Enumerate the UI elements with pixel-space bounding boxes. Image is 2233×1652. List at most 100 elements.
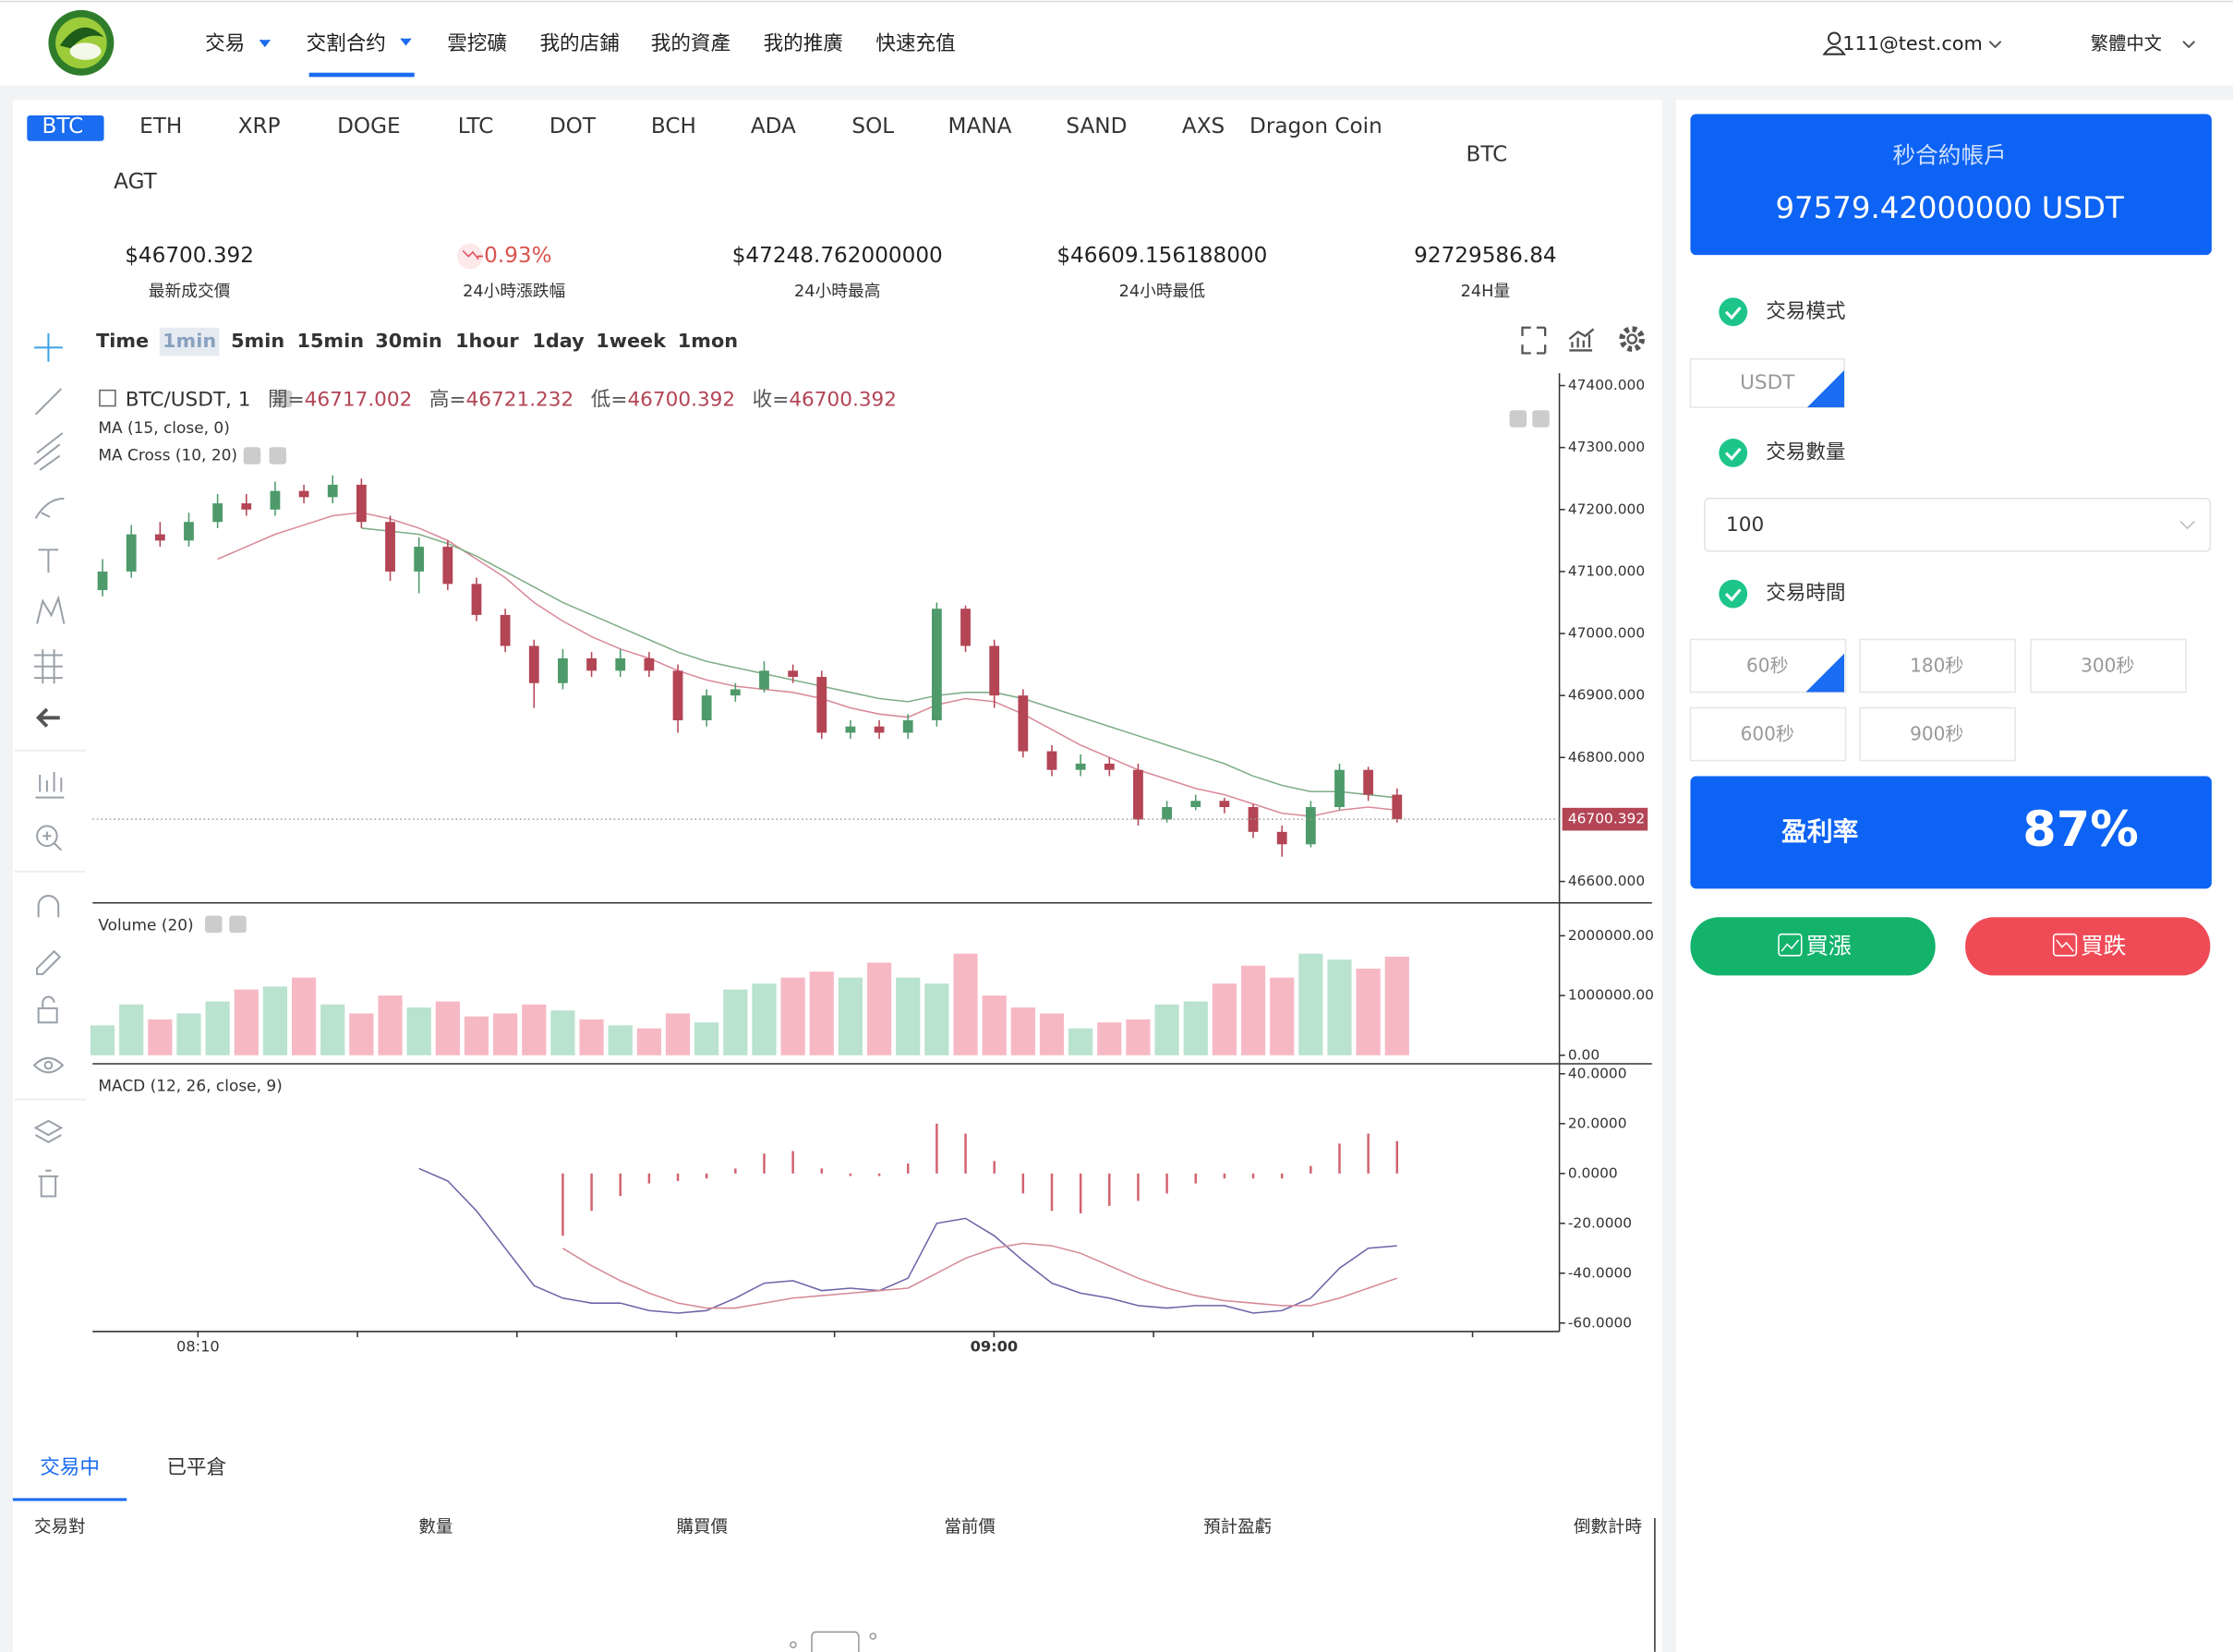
nav-item[interactable]: 我的店鋪: [539, 32, 619, 55]
coin-tab[interactable]: ETH: [139, 115, 182, 139]
tool-measure[interactable]: [34, 649, 63, 684]
coin-tab[interactable]: BTC: [42, 115, 83, 139]
coin-tab[interactable]: DOGE: [337, 115, 401, 139]
interval-button[interactable]: 15min: [296, 330, 364, 352]
coin-tab[interactable]: SOL: [851, 115, 894, 139]
buy-down-button[interactable]: [1965, 917, 2211, 976]
coin-tab[interactable]: XRP: [238, 115, 281, 139]
candle-body: [298, 490, 309, 498]
legend-settings-button[interactable]: [274, 390, 293, 408]
tool-fib[interactable]: [33, 432, 64, 471]
tool-zoom[interactable]: [36, 825, 58, 848]
interval-button[interactable]: 1min: [163, 330, 216, 352]
time-option-label[interactable]: 60秒: [1746, 654, 1789, 676]
candle-body: [1363, 769, 1374, 795]
tool-brush[interactable]: [34, 497, 65, 519]
volume-bar: [493, 1013, 518, 1055]
volume-bar: [1010, 1007, 1035, 1055]
nav-item[interactable]: 雲挖礦: [447, 32, 507, 55]
order-tab[interactable]: 已平倉: [166, 1456, 226, 1479]
tool-back[interactable]: [35, 707, 60, 728]
volume-bar: [550, 1010, 575, 1055]
interval-button[interactable]: Time: [96, 330, 149, 352]
nav-item[interactable]: 我的推廣: [764, 32, 843, 55]
candle-body: [1248, 806, 1259, 832]
user-email[interactable]: 111@test.com: [1842, 32, 1982, 54]
tool-magnet[interactable]: [37, 895, 60, 918]
interval-button[interactable]: 1mon: [678, 330, 738, 352]
tool-lock-draw[interactable]: [36, 949, 62, 975]
time-option-label[interactable]: 600秒: [1741, 722, 1794, 744]
volume-bar: [809, 971, 834, 1055]
coin-tab[interactable]: DOT: [549, 115, 597, 139]
interval-button[interactable]: 1hour: [455, 330, 519, 352]
legend-collapse[interactable]: [99, 389, 116, 407]
time-option[interactable]: [1859, 638, 2016, 693]
nav-item[interactable]: 交易: [205, 32, 245, 55]
indicator-icon[interactable]: [1568, 328, 1595, 352]
account-title: 秒合約帳戶: [1892, 142, 2006, 169]
fullscreen-icon[interactable]: [1521, 326, 1547, 355]
scale-button[interactable]: [1532, 410, 1550, 428]
legend-close-button[interactable]: [229, 915, 247, 934]
volume-bar: [406, 1007, 431, 1055]
language-select[interactable]: 繁體中文: [2091, 32, 2162, 54]
interval-button[interactable]: 1week: [596, 330, 667, 352]
tool-pattern[interactable]: [36, 595, 66, 624]
legend-settings-button[interactable]: [243, 447, 261, 464]
mode-value[interactable]: USDT: [1740, 371, 1795, 394]
tool-text[interactable]: [38, 549, 59, 573]
interval-button[interactable]: 5min: [231, 330, 284, 352]
tool-line[interactable]: [34, 388, 63, 416]
interval-button[interactable]: 30min: [375, 330, 442, 352]
amount-select[interactable]: [1704, 498, 2212, 552]
time-option[interactable]: [1689, 706, 1847, 762]
symbol-title: BTC/USDT, 1: [126, 388, 251, 411]
coin-tab[interactable]: AXS: [1182, 115, 1225, 139]
nav-item[interactable]: 交割合约: [307, 32, 386, 55]
tool-eye[interactable]: [32, 1056, 65, 1074]
buy-down-label[interactable]: 買跌: [2081, 933, 2126, 959]
coin-tab[interactable]: ADA: [751, 115, 796, 139]
tool-long-short[interactable]: [35, 771, 65, 799]
candle-body: [1046, 751, 1057, 770]
nav-item[interactable]: 我的資產: [651, 32, 730, 55]
y-tick-label: 2000000.00: [1568, 927, 1654, 944]
time-option-label[interactable]: 900秒: [1910, 722, 1963, 744]
macd-hist-bar: [763, 1153, 766, 1174]
ohlc-value: 46721.232: [466, 388, 574, 411]
time-option[interactable]: [2030, 638, 2187, 693]
order-column: 交易對: [34, 1518, 86, 1537]
tool-delete[interactable]: [38, 1169, 59, 1198]
legend-settings-button[interactable]: [205, 915, 223, 934]
coin-tab[interactable]: LTC: [458, 115, 494, 139]
candle-body: [126, 534, 137, 572]
settings-icon[interactable]: [1619, 326, 1646, 352]
time-option[interactable]: [1859, 706, 2016, 762]
coin-tab[interactable]: SAND: [1066, 115, 1127, 139]
macd-hist-bar: [1021, 1173, 1025, 1194]
coin-tab[interactable]: BCH: [651, 115, 696, 139]
scale-button[interactable]: [1509, 410, 1527, 428]
time-option-label[interactable]: 300秒: [2081, 654, 2134, 676]
order-tab[interactable]: 交易中: [40, 1456, 100, 1479]
logo[interactable]: [48, 9, 115, 76]
tool-crosshair[interactable]: [34, 332, 63, 362]
time-option-label[interactable]: 180秒: [1910, 654, 1963, 676]
buy-up-button[interactable]: [1690, 917, 1936, 976]
amount-value[interactable]: 100: [1726, 513, 1764, 537]
tool-layers[interactable]: [33, 1119, 64, 1143]
coin-tab[interactable]: AGT: [114, 170, 158, 194]
tool-unlock[interactable]: [37, 1007, 58, 1024]
buy-up-label[interactable]: 買漲: [1805, 933, 1852, 959]
macd-hist-bar: [907, 1164, 910, 1174]
macd-hist-bar: [820, 1168, 824, 1174]
coin-tab[interactable]: MANA: [948, 115, 1012, 139]
candle-body: [1190, 801, 1201, 807]
legend-close-button[interactable]: [269, 447, 286, 464]
coin-tab[interactable]: Dragon Coin: [1249, 115, 1382, 139]
nav-item[interactable]: 快速充值: [875, 32, 955, 55]
volume-bar: [291, 977, 317, 1055]
volume-bar: [780, 977, 805, 1055]
interval-button[interactable]: 1day: [532, 330, 585, 352]
